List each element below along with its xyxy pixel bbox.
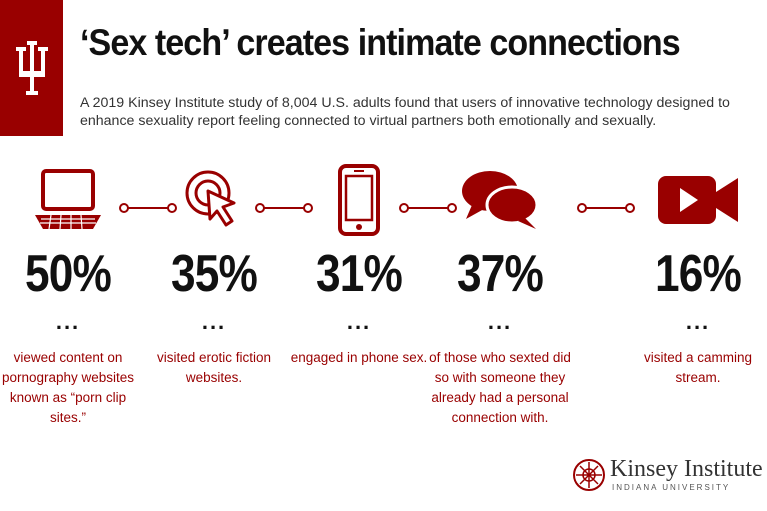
- connector-1: [119, 203, 177, 213]
- chat-bubbles-icon: [426, 160, 574, 240]
- stat-percent: 16%: [655, 245, 742, 303]
- stat-percent: 50%: [25, 245, 112, 303]
- stat-sexting: 37% ... of those who sexted did so with …: [426, 160, 574, 428]
- stat-description: visited erotic fiction websites.: [156, 350, 272, 385]
- stat-ellipsis: ...: [201, 309, 227, 334]
- stat-percent: 35%: [171, 245, 258, 303]
- stat-description: viewed content on pornography websites k…: [1, 350, 135, 425]
- logo-name: Kinsey Institute: [610, 456, 763, 482]
- connector-3: [399, 203, 457, 213]
- stat-camming: 16% ... visited a camming stream.: [624, 160, 767, 388]
- stat-phone-sex: 31% ... engaged in phone sex.: [285, 160, 433, 368]
- kinsey-institute-logo: Kinsey Institute INDIANA UNIVERSITY: [572, 456, 763, 496]
- connector-2: [255, 203, 313, 213]
- video-camera-icon: [624, 160, 767, 240]
- connector-4: [577, 203, 635, 213]
- page-subtitle: A 2019 Kinsey Institute study of 8,004 U…: [80, 95, 730, 129]
- stat-percent: 31%: [316, 245, 403, 303]
- stat-description: visited a camming stream.: [643, 350, 753, 385]
- stat-description: of those who sexted did so with someone …: [429, 350, 571, 425]
- iu-trident-logo: [15, 41, 48, 95]
- stat-description: engaged in phone sex.: [290, 350, 428, 365]
- laptop-icon: [0, 160, 142, 240]
- cursor-click-icon: [140, 160, 288, 240]
- stat-ellipsis: ...: [55, 309, 81, 334]
- stat-erotic-fiction: 35% ... visited erotic fiction websites.: [140, 160, 288, 388]
- stat-percent: 37%: [457, 245, 544, 303]
- logo-subtitle: INDIANA UNIVERSITY: [612, 483, 731, 492]
- stat-ellipsis: ...: [346, 309, 372, 334]
- phone-icon: [285, 160, 433, 240]
- stat-ellipsis: ...: [685, 309, 711, 334]
- stat-porn-clip-sites: 50% ... viewed content on pornography we…: [0, 160, 142, 428]
- page-title: ‘Sex tech’ creates intimate connections: [80, 22, 681, 63]
- iu-brand-block: [0, 0, 63, 136]
- stat-ellipsis: ...: [487, 309, 513, 334]
- kinsey-emblem-icon: [573, 459, 605, 491]
